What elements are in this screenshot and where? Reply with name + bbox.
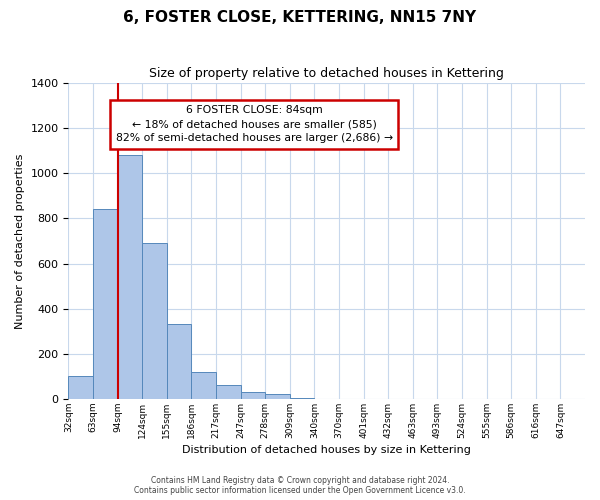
Bar bbox=[265, 394, 290, 399]
Bar bbox=[142, 243, 167, 399]
Bar bbox=[118, 155, 142, 399]
Bar bbox=[167, 324, 191, 399]
Bar bbox=[93, 210, 118, 399]
Bar bbox=[216, 386, 241, 399]
Bar bbox=[191, 372, 216, 399]
Text: 6, FOSTER CLOSE, KETTERING, NN15 7NY: 6, FOSTER CLOSE, KETTERING, NN15 7NY bbox=[124, 10, 476, 25]
Bar bbox=[241, 392, 265, 399]
Text: Contains HM Land Registry data © Crown copyright and database right 2024.
Contai: Contains HM Land Registry data © Crown c… bbox=[134, 476, 466, 495]
Text: 6 FOSTER CLOSE: 84sqm
← 18% of detached houses are smaller (585)
82% of semi-det: 6 FOSTER CLOSE: 84sqm ← 18% of detached … bbox=[116, 105, 393, 143]
Bar bbox=[68, 376, 93, 399]
Bar bbox=[290, 398, 314, 399]
Y-axis label: Number of detached properties: Number of detached properties bbox=[15, 154, 25, 328]
Title: Size of property relative to detached houses in Kettering: Size of property relative to detached ho… bbox=[149, 68, 504, 80]
X-axis label: Distribution of detached houses by size in Kettering: Distribution of detached houses by size … bbox=[182, 445, 471, 455]
